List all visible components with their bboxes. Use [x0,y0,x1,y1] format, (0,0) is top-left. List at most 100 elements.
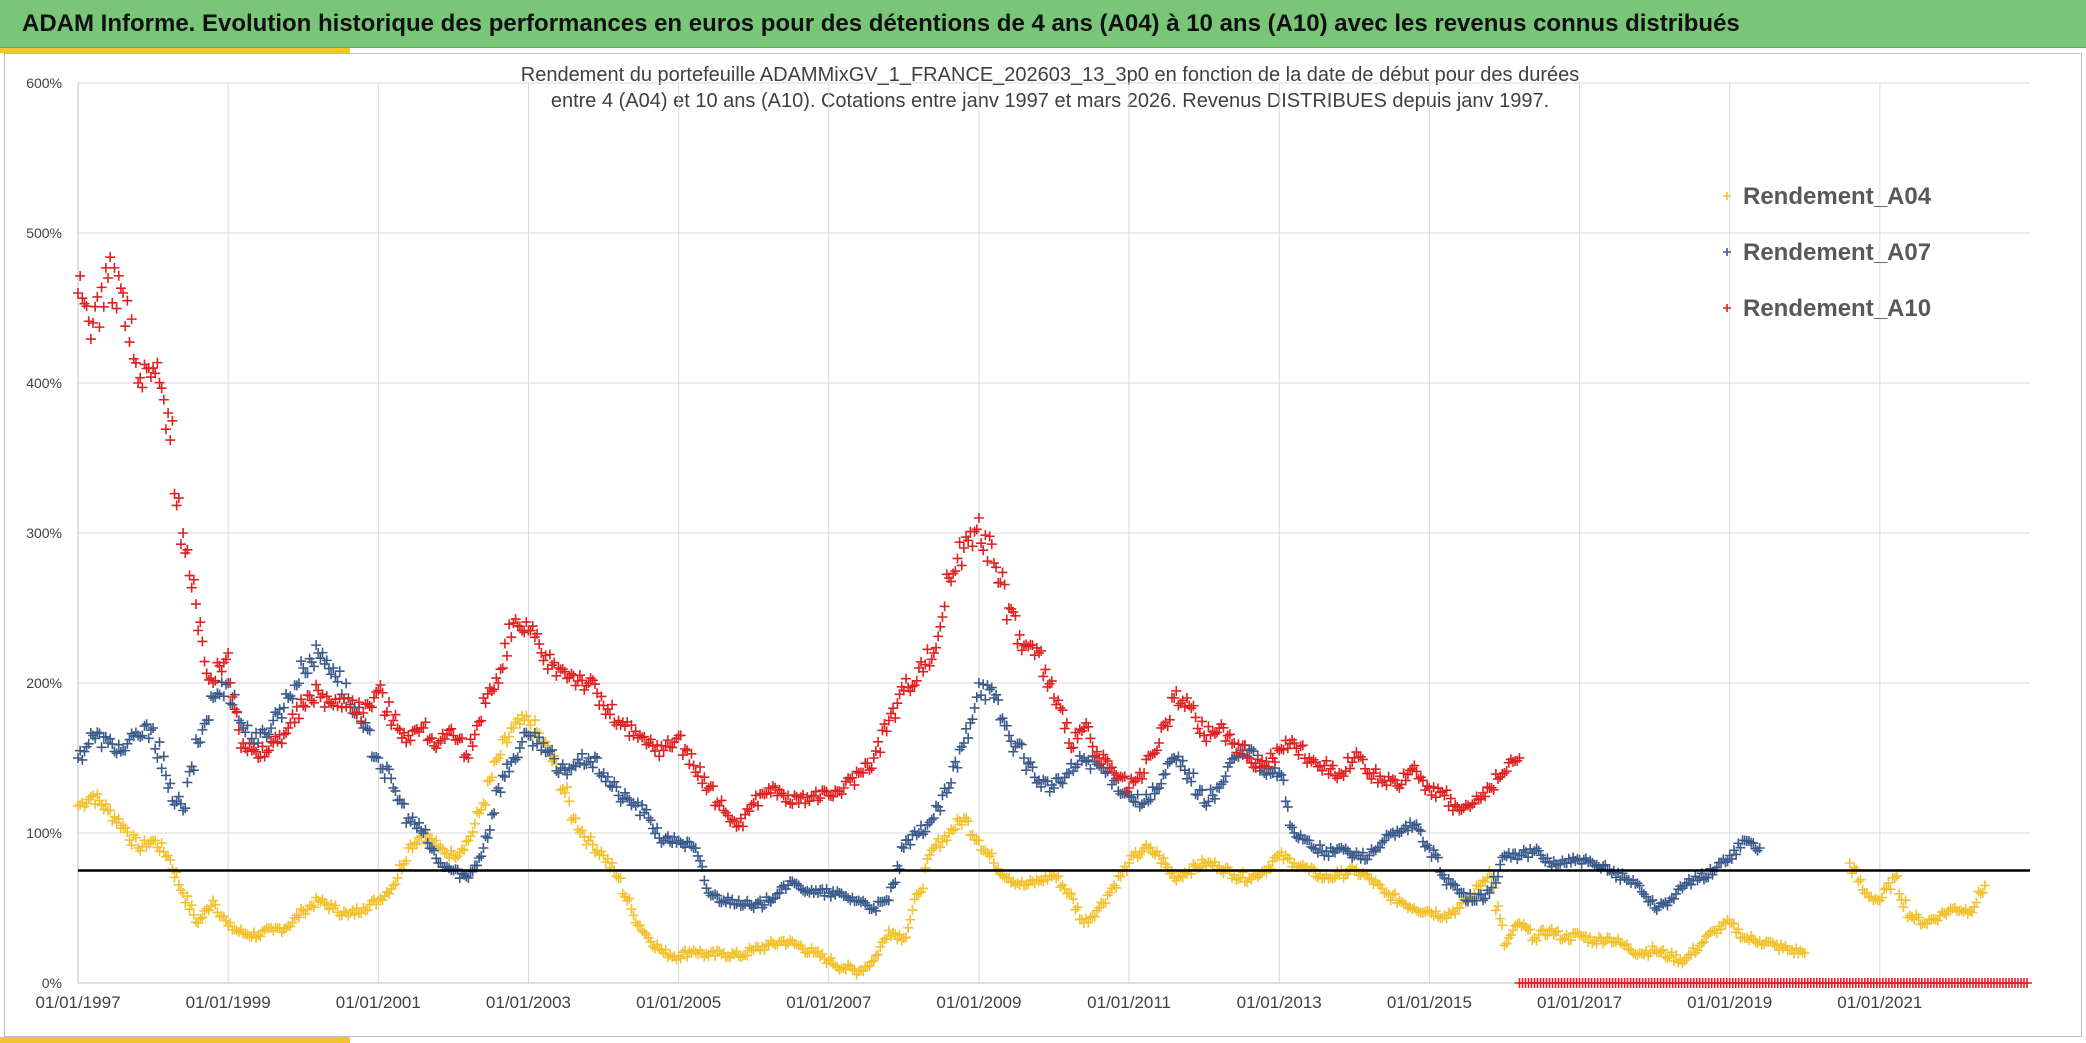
data-point-rendement-a04 [1094,903,1105,913]
data-point-rendement-a07 [1347,852,1358,863]
x-tick-label: 01/01/2009 [936,993,1021,1012]
data-point-rendement-a04 [1728,918,1739,929]
data-point-rendement-a04 [1520,922,1531,933]
data-point-rendement-a10 [635,730,646,741]
data-point-rendement-a10 [276,738,287,749]
data-point-rendement-a04 [163,850,174,861]
chart-legend[interactable]: Rendement_A04 Rendement_A07 Rendement_A10 [1723,183,1932,322]
data-point-rendement-a04 [1883,878,1894,889]
data-point-rendement-a07 [79,746,90,757]
data-point-rendement-a04 [362,905,373,916]
data-point-rendement-a04 [411,839,422,850]
data-point-rendement-a10 [137,382,148,393]
data-point-rendement-a10 [677,750,688,761]
data-point-rendement-a07 [1480,893,1491,904]
data-point-rendement-a07 [903,834,914,845]
data-point-rendement-a10 [838,783,849,793]
data-point-rendement-a04 [652,939,663,950]
data-point-rendement-a07 [1332,844,1343,855]
data-point-rendement-a04 [645,936,656,947]
data-point-rendement-a07 [276,712,287,723]
data-point-rendement-a10 [1136,773,1147,784]
data-point-rendement-a07 [141,719,152,730]
data-point-rendement-a10 [504,619,515,630]
data-point-rendement-a04 [570,813,581,824]
data-point-rendement-a10 [574,670,585,681]
data-point-rendement-a04 [1499,940,1510,951]
data-point-rendement-a10 [358,708,369,718]
legend-label: Rendement_A07 [1743,239,1931,266]
data-point-rendement-a07 [240,727,251,738]
data-point-rendement-a10 [866,763,877,774]
data-point-rendement-a07 [577,748,588,759]
data-point-rendement-a04 [1673,957,1684,968]
data-point-rendement-a04 [165,855,176,866]
data-point-rendement-a04 [287,917,298,928]
data-point-rendement-a04 [150,835,161,846]
data-point-rendement-a07 [1147,782,1158,793]
data-point-rendement-a07 [866,904,877,915]
data-point-rendement-a10 [547,660,558,671]
data-point-rendement-a07 [1731,849,1742,860]
data-point-rendement-a10 [922,644,933,655]
data-point-rendement-a10 [390,709,401,720]
data-point-rendement-a07 [1647,895,1658,906]
data-point-rendement-a04 [193,918,204,928]
data-point-rendement-a04 [615,873,626,884]
data-point-rendement-a04 [564,796,575,807]
data-point-rendement-a10 [182,544,193,555]
data-point-rendement-a10 [109,262,120,273]
data-point-rendement-a04 [1031,874,1042,885]
data-point-rendement-a10 [158,394,169,405]
data-point-rendement-a07 [420,824,431,835]
data-point-rendement-a07 [1141,789,1152,800]
data-point-rendement-a04 [744,942,755,953]
data-point-rendement-a04 [911,889,922,900]
data-point-rendement-a07 [1415,826,1426,837]
data-point-rendement-a04 [639,927,650,938]
data-point-rendement-a10 [1413,773,1424,784]
data-point-rendement-a07 [499,772,510,783]
data-point-rendement-a04 [349,909,360,920]
data-point-rendement-a10 [815,793,826,804]
data-point-rendement-a04 [467,826,478,837]
data-point-rendement-a07 [802,885,813,896]
data-point-rendement-a07 [1186,776,1197,787]
data-point-rendement-a04 [918,883,929,894]
data-point-rendement-a07 [414,817,425,828]
data-point-rendement-a07 [1490,877,1501,888]
data-point-rendement-a07 [699,875,710,886]
data-point-rendement-a07 [1284,820,1295,831]
data-point-rendement-a07 [733,895,744,906]
data-point-rendement-a10 [1370,764,1381,775]
chart-title-line-1: Rendement du portefeuille ADAMMixGV_1_FR… [520,64,1580,86]
data-point-rendement-a10 [493,678,504,688]
data-point-rendement-a04 [1744,935,1754,946]
data-point-rendement-a04 [1688,943,1699,954]
data-point-rendement-a04 [300,908,311,919]
x-tick-label: 01/01/2013 [1237,993,1322,1012]
data-point-rendement-a04 [88,790,99,801]
data-point-rendement-a07 [984,684,995,695]
data-point-rendement-a10 [1387,774,1398,785]
data-point-rendement-a04 [529,715,540,726]
x-tick-label: 01/01/2021 [1837,993,1922,1012]
data-point-rendement-a10 [278,729,289,740]
data-point-rendement-a04 [1791,943,1802,954]
data-point-rendement-a04 [1909,914,1920,925]
data-point-rendement-a10 [862,758,873,769]
data-point-rendement-a10 [1488,784,1499,795]
data-point-rendement-a10 [499,638,510,649]
data-point-rendement-a04 [1656,946,1667,957]
data-point-rendement-a10 [480,698,491,709]
data-point-rendement-a10 [167,415,178,426]
data-point-rendement-a10 [931,642,942,653]
data-point-rendement-a10 [405,735,416,746]
data-point-rendement-a10 [467,741,478,752]
data-point-rendement-a04 [677,947,688,958]
data-point-rendement-a10 [909,680,920,691]
data-point-rendement-a10 [1493,774,1504,785]
data-point-rendement-a07 [495,787,506,798]
data-point-rendement-a07 [330,671,341,682]
data-point-rendement-a10 [549,657,560,668]
